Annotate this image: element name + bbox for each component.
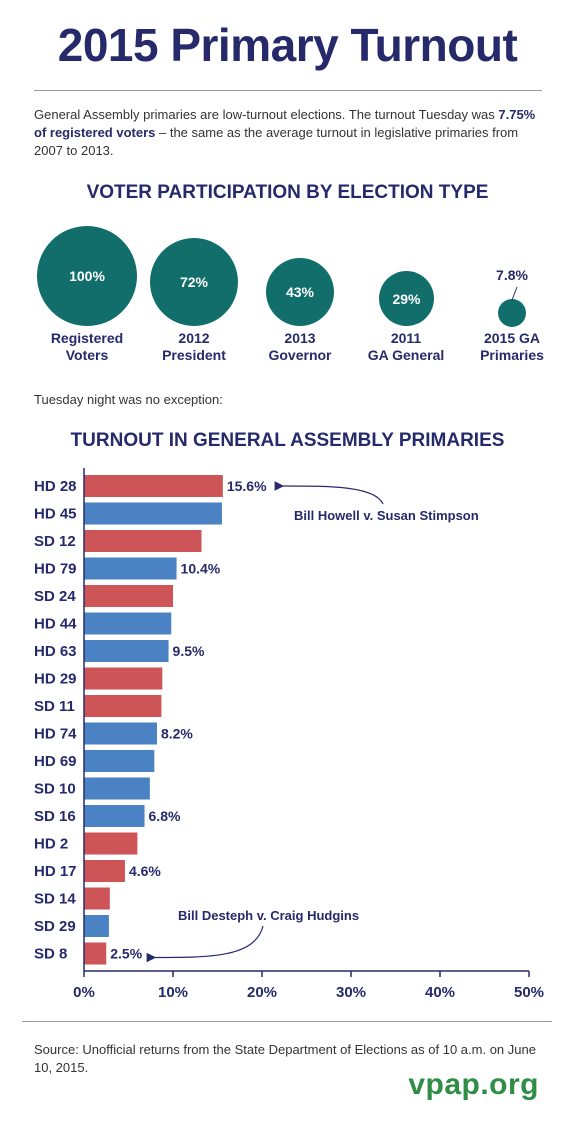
category-label: HD 45 (34, 506, 77, 523)
category-label: HD 2 (34, 836, 68, 853)
data-label: 2.5% (110, 946, 142, 962)
category-label: HD 79 (34, 561, 77, 578)
annotation-desteph-hudgins: Bill Desteph v. Craig Hudgins (178, 908, 359, 923)
category-label: SD 29 (34, 918, 76, 935)
label-line: Primaries (480, 347, 544, 363)
bar-sd-16 (84, 805, 145, 827)
bar-hd-28 (84, 475, 223, 497)
label-line: 2013 (284, 330, 316, 346)
category-label: HD 29 (34, 671, 77, 688)
data-label: 4.6% (129, 863, 161, 879)
category-label: SD 8 (34, 946, 67, 963)
category-label: HD 28 (34, 478, 77, 495)
x-tick-label: 20% (247, 984, 277, 1001)
bubble-registered-voters: 100% (37, 226, 137, 326)
turnout-bar-chart: HD 28 15.6% HD 45 SD 12 HD 79 10.4% SD 24 HD 44… (34, 468, 544, 1001)
label-line: 2011 (390, 330, 422, 346)
bubble-value-2015-ga-primaries: 7.8% (496, 267, 528, 283)
bar-hd-63 (84, 640, 169, 662)
bar-hd-69 (84, 750, 155, 772)
transition-note: Tuesday night was no exception: (34, 392, 223, 407)
footer-divider (22, 1021, 552, 1022)
intro-text-start: General Assembly primaries are low-turno… (34, 107, 499, 122)
bubble-label-2015-ga-primaries: 2015 GA Primaries (457, 330, 567, 364)
category-label: HD 74 (34, 726, 77, 743)
bubble-value: 72% (179, 274, 209, 290)
category-label: SD 24 (34, 588, 76, 605)
label-line: President (162, 347, 226, 363)
bubble-label-2012-president: 2012 President (139, 330, 249, 364)
bar-hd-79 (84, 557, 177, 580)
category-label: SD 14 (34, 891, 76, 908)
bar-hd-45 (84, 502, 222, 525)
data-label: 6.8% (149, 808, 181, 824)
bubble-2013-governor: 43% (266, 258, 334, 326)
vpap-logo: vpap.org (408, 1068, 539, 1101)
data-label: 15.6% (227, 478, 267, 494)
bubble-value: 29% (392, 290, 421, 307)
label-line: 2015 GA (483, 330, 541, 346)
bar-sd-12 (84, 530, 202, 552)
label-line: Voters (65, 347, 109, 363)
bubble-label-2011-ga-general: 2011 GA General (351, 330, 461, 364)
bar-hd-74 (84, 722, 157, 745)
bar-hd-44 (84, 612, 172, 635)
participation-heading: VOTER PARTICIPATION BY ELECTION TYPE (86, 182, 489, 203)
intro-highlight: 7.75% of registered voters (34, 107, 536, 140)
category-label: SD 16 (34, 808, 76, 825)
category-label: HD 44 (34, 616, 77, 633)
bar-sd-8 (84, 942, 107, 965)
x-tick-label: 30% (336, 984, 366, 1001)
bar-sd-24 (84, 585, 173, 607)
x-tick-label: 50% (514, 984, 544, 1001)
bar-sd-11 (84, 695, 162, 717)
intro-paragraph: General Assembly primaries are low-turno… (34, 106, 546, 160)
bubble-label-registered-voters: Registered Voters (32, 330, 142, 364)
bubble-value: 43% (285, 284, 315, 300)
label-line: 2012 (178, 330, 210, 346)
bar-sd-14 (84, 887, 110, 910)
page-title: 2015 Primary Turnout (57, 19, 518, 71)
label-line: GA General (367, 347, 445, 363)
title-divider (34, 90, 542, 91)
bubble-value: 100% (69, 268, 105, 284)
chart-heading: TURNOUT IN GENERAL ASSEMBLY PRIMARIES (70, 430, 505, 451)
label-line: Governor (268, 347, 332, 363)
category-label: SD 10 (34, 781, 76, 798)
intro-text-end: – the same as the average turnout in leg… (34, 125, 519, 158)
annotation-arrow-howell (274, 481, 384, 505)
bar-hd-2 (84, 832, 138, 855)
bubble-2012-president: 72% (150, 238, 238, 326)
annotation-howell-stimpson: Bill Howell v. Susan Stimpson (294, 508, 479, 523)
data-label: 9.5% (173, 643, 205, 659)
category-label: HD 69 (34, 753, 77, 770)
bubble-label-2013-governor: 2013 Governor (245, 330, 355, 364)
category-label: HD 17 (34, 863, 77, 880)
bubble-2011-ga-general: 29% (379, 271, 434, 326)
bar-sd-29 (84, 915, 109, 937)
annotation-arrow-desteph (146, 925, 264, 963)
bar-hd-29 (84, 667, 163, 690)
x-tick-label: 0% (73, 984, 95, 1001)
category-label: SD 12 (34, 533, 76, 550)
bubble-2015-ga-primaries (498, 299, 526, 327)
bar-hd-17 (84, 860, 125, 882)
data-label: 8.2% (161, 726, 193, 742)
x-tick-label: 10% (158, 984, 188, 1001)
x-tick-label: 40% (425, 984, 455, 1001)
label-line: Registered (50, 330, 124, 346)
category-label: SD 11 (34, 698, 75, 715)
data-label: 10.4% (181, 561, 221, 577)
category-label: HD 63 (34, 643, 77, 660)
bar-sd-10 (84, 777, 150, 800)
source-note: Source: Unofficial returns from the Stat… (34, 1042, 536, 1075)
